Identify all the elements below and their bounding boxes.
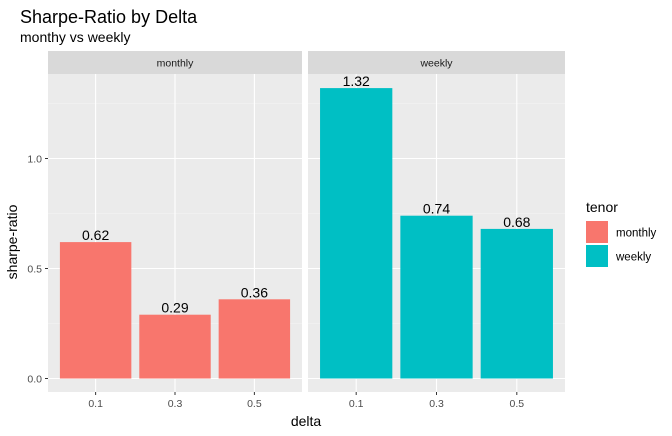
x-tick-label: 0.1 bbox=[88, 398, 103, 410]
bar-value-label: 0.29 bbox=[161, 300, 188, 316]
bar-value-label: 0.74 bbox=[423, 201, 450, 217]
y-axis-title: sharpe-ratio bbox=[4, 204, 20, 279]
bar-weekly-0.3 bbox=[400, 215, 473, 379]
strip-label: monthly bbox=[157, 58, 195, 70]
bar-monthly-0.3 bbox=[139, 314, 211, 379]
bar-value-label: 0.62 bbox=[82, 227, 109, 243]
x-tick-label: 0.5 bbox=[510, 398, 525, 410]
strip-background bbox=[48, 51, 302, 74]
bar-value-label: 0.36 bbox=[241, 284, 268, 300]
bar-value-label: 0.68 bbox=[503, 214, 530, 230]
bar-monthly-0.1 bbox=[59, 242, 132, 379]
strip-label: weekly bbox=[419, 58, 453, 70]
x-axis-title: delta bbox=[291, 413, 322, 429]
x-axes: 0.1 0.3 0.5 0.1 0.3 0.5 bbox=[88, 392, 524, 410]
y-tick-label: 0.0 bbox=[27, 374, 42, 386]
bar-monthly-0.5 bbox=[218, 299, 291, 379]
y-tick-label: 1.0 bbox=[27, 154, 42, 166]
bar-weekly-0.1 bbox=[320, 88, 393, 379]
x-tick-label: 0.5 bbox=[247, 398, 262, 410]
bar-weekly-0.5 bbox=[480, 228, 553, 379]
legend-key-weekly bbox=[586, 245, 608, 267]
chart-subtitle: monthy vs weekly bbox=[20, 29, 130, 45]
legend-label-monthly: monthly bbox=[616, 228, 657, 240]
chart-title: Sharpe-Ratio by Delta bbox=[20, 7, 198, 27]
legend-title: tenor bbox=[586, 199, 618, 215]
facet-panel-monthly: monthly 0.62 0.29 0.36 bbox=[48, 51, 302, 392]
y-axis: 0.0 0.5 1.0 bbox=[27, 154, 48, 386]
legend: tenor monthly weekly bbox=[586, 199, 657, 267]
x-tick-label: 0.3 bbox=[168, 398, 183, 410]
x-tick-label: 0.3 bbox=[429, 398, 444, 410]
facet-panels: monthly 0.62 0.29 0.36 weekly 1.32 0.74 0.68 bbox=[48, 51, 565, 392]
legend-key-monthly bbox=[586, 221, 608, 243]
bar-value-label: 1.32 bbox=[343, 73, 370, 89]
facet-panel-weekly: weekly 1.32 0.74 0.68 bbox=[308, 51, 565, 392]
x-tick-label: 0.1 bbox=[349, 398, 364, 410]
y-tick-label: 0.5 bbox=[27, 264, 42, 276]
strip-background bbox=[308, 51, 565, 74]
legend-label-weekly: weekly bbox=[615, 252, 651, 264]
